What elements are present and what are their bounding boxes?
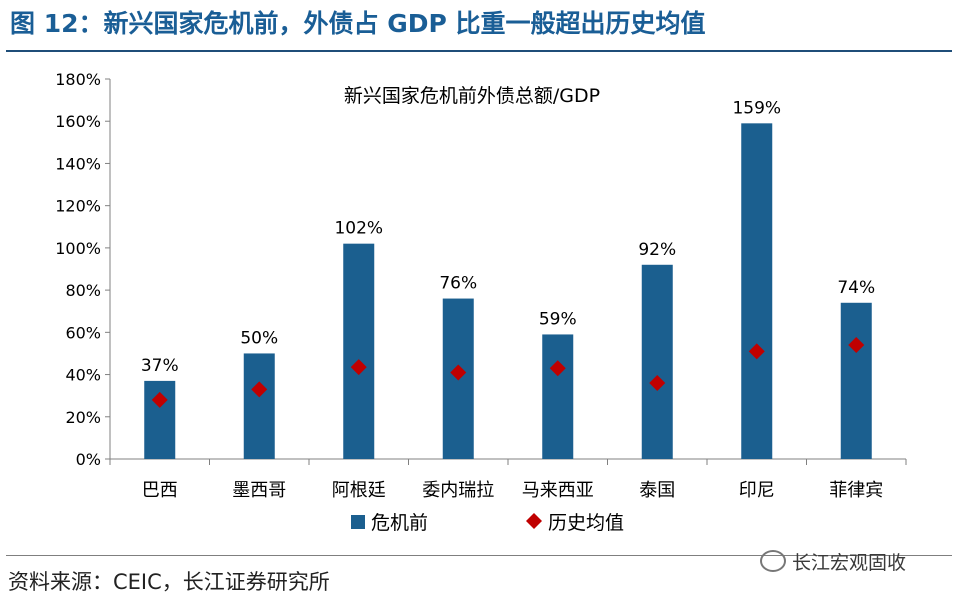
x-category-label: 墨西哥	[232, 480, 286, 501]
top-rule	[6, 50, 952, 52]
y-tick-label: 80%	[65, 281, 101, 300]
average-marker	[450, 364, 467, 381]
watermark-text: 长江宏观固收	[792, 552, 907, 574]
average-marker	[350, 359, 367, 376]
axes	[109, 79, 907, 465]
chat-bubble-icon	[760, 550, 786, 572]
bar	[542, 334, 574, 459]
average-marker	[649, 375, 666, 391]
y-tick-label: 180%	[55, 70, 101, 89]
y-tick-label: 120%	[55, 197, 101, 216]
data-label: 50%	[240, 328, 278, 348]
average-marker	[748, 343, 765, 360]
legend-label-diamond: 历史均值	[548, 512, 624, 534]
legend-swatch-bar	[351, 515, 365, 529]
average-marker	[151, 391, 168, 408]
legend-swatch-diamond	[526, 513, 542, 529]
data-label: 74%	[837, 278, 875, 298]
x-category-label: 马来西亚	[522, 480, 594, 501]
data-label: 92%	[638, 240, 676, 260]
y-tick-label: 100%	[55, 239, 101, 258]
source-note: 资料来源：CEIC，长江证券研究所	[8, 570, 330, 594]
figure-title: 图 12：新兴国家危机前，外债占 GDP 比重一般超出历史均值	[10, 9, 706, 38]
bars	[144, 123, 872, 459]
bottom-rule	[6, 555, 952, 556]
category-labels: 巴西 墨西哥 阿根廷 委内瑞拉 马来西亚 泰国 印尼 菲律宾	[142, 480, 884, 501]
data-label: 59%	[539, 309, 577, 329]
y-tick-label: 0%	[76, 450, 101, 469]
bar	[641, 264, 673, 459]
y-tick-label: 140%	[55, 154, 101, 173]
x-category-label: 菲律宾	[829, 480, 883, 501]
chart-title: 新兴国家危机前外债总额/GDP	[344, 85, 600, 107]
x-category-label: 泰国	[639, 480, 675, 501]
y-tick-label: 40%	[65, 366, 101, 385]
legend: 危机前 历史均值	[351, 512, 624, 534]
legend-label-bar: 危机前	[371, 512, 428, 534]
y-axis-ticks: 0% 20% 40% 60% 80% 100% 120% 140% 160% 180%	[55, 70, 110, 469]
y-tick-label: 20%	[65, 408, 101, 427]
average-marker	[549, 360, 566, 377]
data-labels: 37% 50% 102% 76% 59% 92% 159% 74%	[141, 98, 875, 376]
data-label: 37%	[141, 356, 179, 376]
average-marker	[251, 381, 268, 398]
y-tick-label: 160%	[55, 112, 101, 131]
data-label: 76%	[439, 274, 477, 294]
average-marker	[848, 337, 865, 353]
y-tick-label: 60%	[65, 323, 101, 342]
bar	[741, 123, 773, 459]
data-label: 102%	[334, 219, 383, 239]
x-category-label: 委内瑞拉	[422, 480, 494, 501]
x-category-label: 印尼	[739, 480, 775, 501]
watermark: 长江宏观固收	[760, 548, 906, 575]
average-markers	[151, 337, 865, 408]
bar	[840, 302, 872, 459]
data-label: 159%	[732, 98, 781, 118]
bar	[243, 353, 275, 459]
bar	[343, 243, 375, 459]
x-category-label: 阿根廷	[332, 480, 386, 501]
x-category-label: 巴西	[142, 480, 178, 501]
